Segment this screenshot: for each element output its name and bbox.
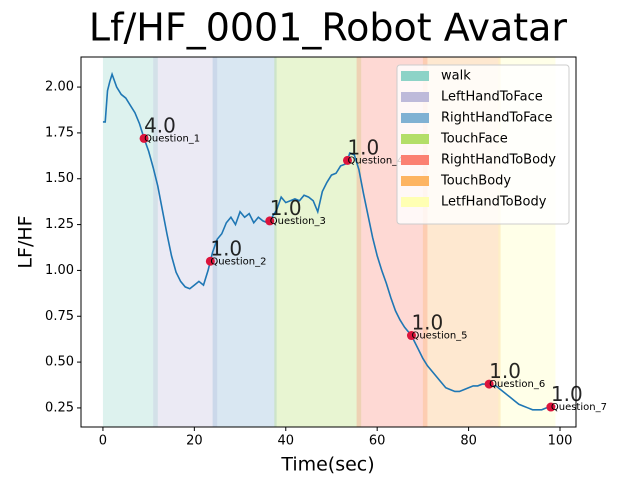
span [274,57,362,427]
legend-swatch [401,155,429,165]
x-axis-label: Time(sec) [280,454,374,476]
question-label: Question_3 [270,216,326,227]
y-tick-label: 1.75 [45,125,74,140]
score-label: 1.0 [270,196,302,220]
legend-swatch [401,92,429,102]
x-tick-label: 100 [548,434,573,449]
y-axis-label: LF/HF [15,215,37,268]
y-tick-label: 0.50 [45,355,74,370]
legend-label: LetfHandToBody [441,195,547,210]
legend-label: TouchBody [440,174,511,189]
score-label: 1.0 [551,382,583,406]
x-tick-label: 80 [460,434,477,449]
legend-label: LeftHandToFace [441,90,543,105]
legend-swatch [401,176,429,186]
question-label: Question_6 [489,379,545,390]
x-tick-label: 40 [277,434,294,449]
score-label: 1.0 [347,135,379,159]
legend-swatch [401,134,429,144]
score-label: 4.0 [144,113,176,137]
line [102,71,556,411]
score-label: 1.0 [210,236,242,260]
legend-box [396,64,570,225]
question-point [342,155,352,165]
span [212,57,277,427]
x-tick-label: 20 [186,434,203,449]
question-point [205,256,215,266]
legend-label: TouchFace [440,132,508,147]
question-label: Question_5 [411,331,467,342]
legend-swatch [401,71,429,81]
y-tick-label: 0.75 [45,309,74,324]
question-point [139,133,149,143]
legend-swatch [401,113,429,123]
legend-label: RightHandToBody [441,153,556,168]
question-point [546,402,556,412]
span [102,57,158,427]
legend-swatch [401,197,429,207]
y-tick-label: 0.25 [45,400,74,415]
score-label: 1.0 [489,359,521,383]
legend-label: walk [441,69,471,84]
question-point [265,216,275,226]
x-tick-label: 60 [369,434,386,449]
question-point [406,331,416,341]
chart-title: Lf/HF_0001_Robot Avatar [89,6,568,50]
y-tick-label: 1.00 [45,263,74,278]
question-label: Question_4 [347,155,403,166]
plot-frame [80,56,577,428]
question-label: Question_7 [551,402,607,413]
question-label: Question_1 [144,133,200,144]
y-tick-label: 2.00 [45,80,74,95]
x-tick-label: 0 [99,434,107,449]
score-label: 1.0 [411,311,443,335]
span [153,57,218,427]
y-tick-label: 1.25 [45,217,74,232]
legend-label: RightHandToFace [441,111,553,126]
question-point [484,379,494,389]
question-label: Question_2 [210,256,266,267]
y-tick-label: 1.50 [45,171,74,186]
